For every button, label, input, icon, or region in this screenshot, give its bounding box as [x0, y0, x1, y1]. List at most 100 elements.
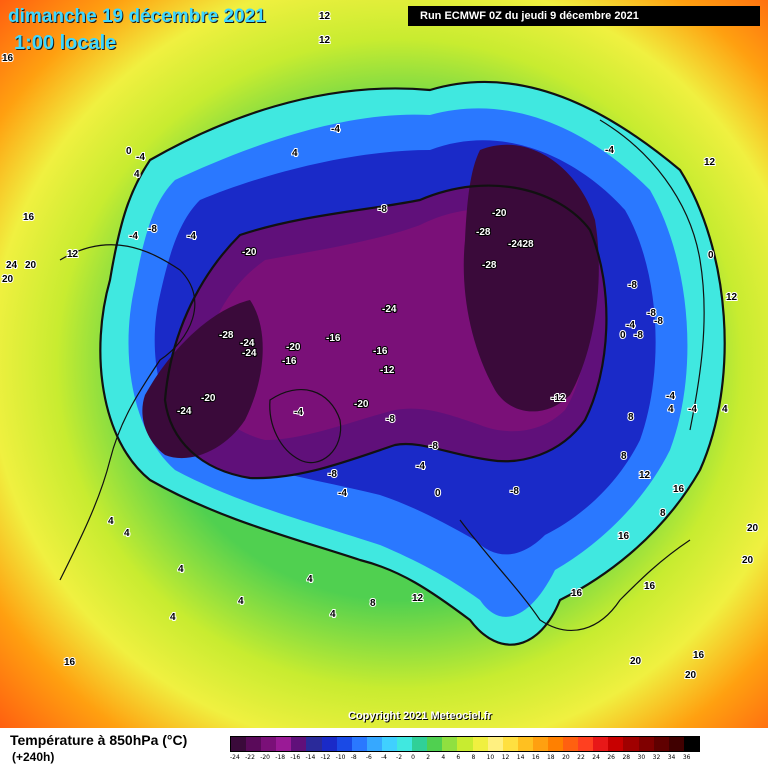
- contour-label: -8: [378, 204, 387, 215]
- contour-label: -8: [386, 414, 395, 425]
- legend-label: -10: [335, 754, 346, 761]
- legend-swatch: [306, 737, 322, 751]
- legend-swatch: [261, 737, 277, 751]
- legend-label: -18: [275, 754, 286, 761]
- legend-label: -14: [305, 754, 316, 761]
- legend-label: 34: [667, 754, 676, 761]
- legend-label: -2: [396, 754, 403, 761]
- contour-label: 12: [412, 593, 424, 604]
- contour-label: -2428: [508, 239, 534, 250]
- contour-label: 4: [178, 564, 184, 575]
- contour-label: 12: [319, 11, 331, 22]
- copyright: Copyright 2021 Meteociel.fr: [348, 710, 492, 722]
- contour-label: 20: [630, 656, 642, 667]
- cold-band-5: [463, 144, 599, 412]
- contour-label: 20: [747, 523, 759, 534]
- contour-label: -24: [382, 304, 397, 315]
- legend-swatch: [442, 737, 458, 751]
- contour-label: 0: [708, 250, 714, 261]
- contour-label: -20: [201, 393, 216, 404]
- contour-label: 4: [307, 574, 313, 585]
- cold-field: [100, 81, 725, 645]
- contour-label: -4: [331, 124, 340, 135]
- contour-label: 4: [108, 516, 114, 527]
- map-area: 12 12 16 -4 4 0 -4 4 -4 12 16 -8 -20 -4 -8 -4 -28 -2428 24…: [0, 0, 768, 728]
- local-time: 1:00 locale: [14, 32, 117, 54]
- legend-label: 6: [456, 754, 461, 761]
- legend-label: 24: [592, 754, 600, 761]
- contour-label: -8: [148, 224, 157, 235]
- contour-label: 12: [319, 35, 331, 46]
- coastline-asia: [599, 119, 705, 431]
- contour-label: 16: [2, 53, 14, 64]
- legend-swatch: [381, 737, 398, 751]
- contour-label: 16: [571, 588, 583, 599]
- legend-label: -12: [320, 754, 331, 761]
- legend-swatch: [623, 737, 639, 751]
- legend-label: 36: [682, 754, 691, 761]
- contour-label: 20: [2, 274, 14, 285]
- legend-swatch: [653, 737, 669, 751]
- contour-label: -8: [634, 330, 643, 341]
- contour-label: -8: [628, 280, 637, 291]
- contour-label: -16: [373, 346, 388, 357]
- forecast-lead: (+240h): [12, 750, 55, 764]
- contour-label: -12: [551, 393, 566, 404]
- legend-swatch: [683, 737, 699, 751]
- legend-swatch: [578, 737, 594, 751]
- contour-label: 8: [370, 598, 376, 609]
- contour-label: -4: [129, 231, 138, 242]
- valid-date: dimanche 19 décembre 2021: [8, 6, 266, 27]
- contour-label: -4: [338, 488, 347, 499]
- contour-label: -24: [177, 406, 192, 417]
- contour-label: 12: [704, 157, 716, 168]
- coastlines: [59, 119, 705, 631]
- legend-swatch: [321, 737, 337, 751]
- contour-label: -4: [688, 404, 697, 415]
- contour-label: -20: [354, 399, 369, 410]
- coastline-north-america: [59, 244, 196, 581]
- legend-label: -6: [365, 754, 372, 761]
- legend-swatch: [412, 737, 428, 751]
- contour-label: 0: [126, 146, 132, 157]
- run-info: Run ECMWF 0Z du jeudi 9 décembre 2021: [408, 6, 760, 26]
- contour-label: -20: [242, 247, 257, 258]
- legend-swatch: [351, 737, 367, 751]
- legend-swatch: [547, 737, 564, 751]
- legend-label: 26: [607, 754, 615, 761]
- contour-label: -8: [328, 469, 337, 480]
- legend-label: 14: [516, 754, 525, 761]
- contour-label: 16: [673, 484, 685, 495]
- legend-swatch: [246, 737, 262, 751]
- legend-swatch: [276, 737, 292, 751]
- legend-swatch: [593, 737, 609, 751]
- legend-swatch: [397, 737, 413, 751]
- legend-swatch: [366, 737, 382, 751]
- contour-label: -4: [666, 391, 675, 402]
- color-scale: [230, 736, 700, 752]
- contour-label: -20: [492, 208, 507, 219]
- legend-label: 32: [652, 754, 661, 761]
- contour-label: -8: [429, 441, 438, 452]
- legend-label: 12: [501, 754, 510, 761]
- legend-label: 4: [441, 754, 446, 761]
- legend-label: -8: [350, 754, 357, 761]
- legend-label: 18: [546, 754, 555, 761]
- legend-swatch: [336, 737, 352, 751]
- contour-label: 16: [64, 657, 76, 668]
- legend-label: 28: [622, 754, 631, 761]
- contour-label: -4: [187, 231, 196, 242]
- contour-label: 0: [435, 488, 441, 499]
- legend-swatch: [291, 737, 307, 751]
- legend-swatch: [517, 737, 533, 751]
- legend-label: 10: [486, 754, 495, 761]
- legend-swatch: [608, 737, 624, 751]
- legend-swatch: [532, 737, 548, 751]
- contour-label: 20: [25, 260, 37, 271]
- contour-label: 4: [292, 148, 298, 159]
- legend-label: 30: [637, 754, 646, 761]
- contour-label: -16: [282, 356, 297, 367]
- coastline-europe: [459, 519, 691, 631]
